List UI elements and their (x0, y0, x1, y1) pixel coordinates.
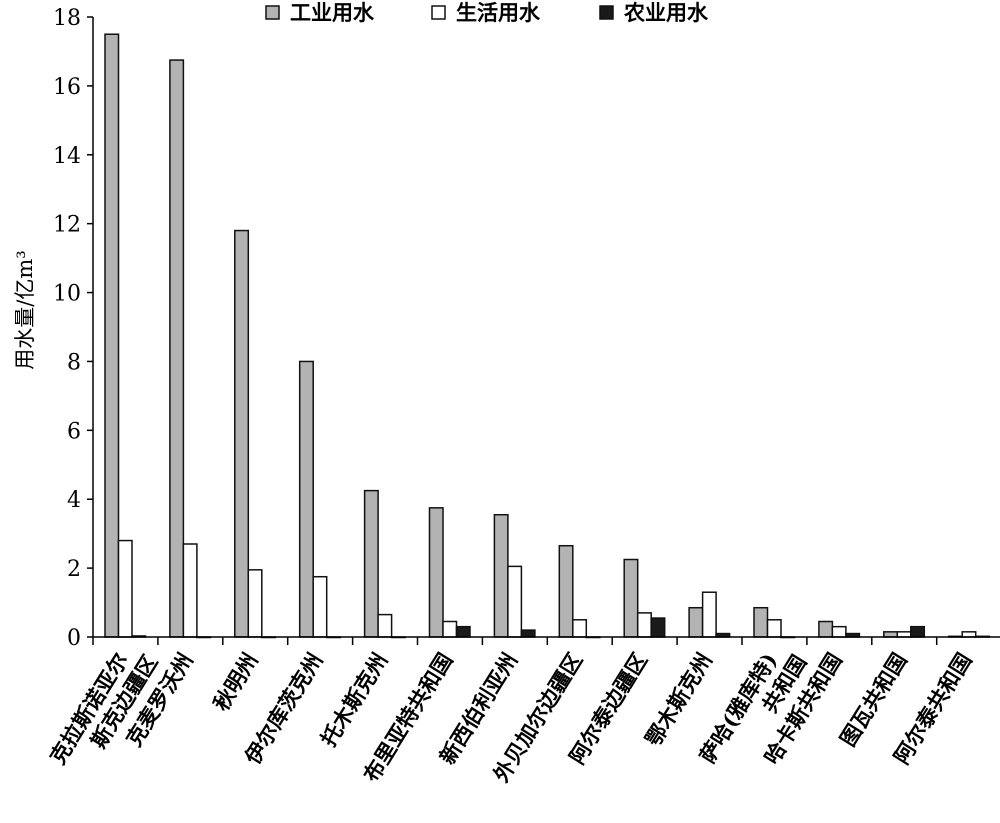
legend-swatch (431, 5, 446, 20)
bar-industrial (104, 33, 120, 638)
bar-domestic (572, 619, 588, 638)
bar-industrial (169, 59, 185, 638)
y-tick-label: 18 (53, 6, 81, 31)
legend-swatch (265, 5, 280, 20)
y-axis-label: 用水量/亿m³ (13, 250, 37, 369)
bar-agricultural (455, 625, 471, 638)
bar-domestic (896, 631, 912, 638)
y-tick-label: 2 (67, 557, 81, 582)
legend-swatch (599, 5, 614, 20)
bar-industrial (623, 558, 639, 638)
legend: 工业用水 生活用水 农业用水 (265, 0, 709, 25)
legend-label: 农业用水 (623, 0, 709, 25)
bar-industrial (883, 631, 899, 638)
bars (104, 33, 990, 639)
bar-industrial (363, 489, 379, 638)
bar-agricultural (650, 617, 666, 638)
bar-industrial (493, 513, 509, 638)
bar-agricultural (910, 625, 926, 638)
y-tick-label: 14 (53, 144, 81, 169)
y-axis: 0 2 4 6 8 10 12 14 16 18 (53, 6, 94, 651)
y-tick-label: 8 (67, 350, 81, 375)
bar-industrial (688, 606, 704, 638)
legend-label: 生活用水 (456, 0, 541, 25)
bar-domestic (507, 565, 523, 638)
y-tick-label: 4 (67, 488, 81, 513)
x-tick-label: 秋明州 (208, 648, 263, 715)
bar-industrial (428, 507, 444, 638)
bar-domestic (766, 619, 782, 638)
x-tick-label-line: 秋明州 (208, 648, 263, 715)
bar-domestic (182, 543, 198, 638)
bar-domestic (312, 575, 328, 638)
bar-industrial (753, 606, 769, 638)
y-tick-label: 6 (67, 419, 81, 444)
bar-domestic (831, 625, 847, 638)
bar-domestic (636, 612, 652, 638)
bar-domestic (247, 569, 263, 638)
y-tick-label: 0 (67, 626, 81, 651)
y-tick-label: 16 (53, 75, 81, 100)
bar-domestic (961, 631, 977, 638)
bar-agricultural (520, 629, 536, 638)
bar-domestic (377, 613, 393, 638)
bar-industrial (818, 620, 834, 638)
bar-industrial (234, 229, 250, 638)
bar-domestic (117, 539, 133, 638)
bar-domestic (442, 620, 458, 638)
y-tick-label: 10 (53, 282, 81, 307)
legend-label: 工业用水 (290, 0, 375, 25)
bar-industrial (558, 544, 574, 638)
bar-industrial (298, 360, 314, 638)
y-tick-label: 12 (53, 213, 81, 238)
bar-domestic (701, 591, 717, 638)
